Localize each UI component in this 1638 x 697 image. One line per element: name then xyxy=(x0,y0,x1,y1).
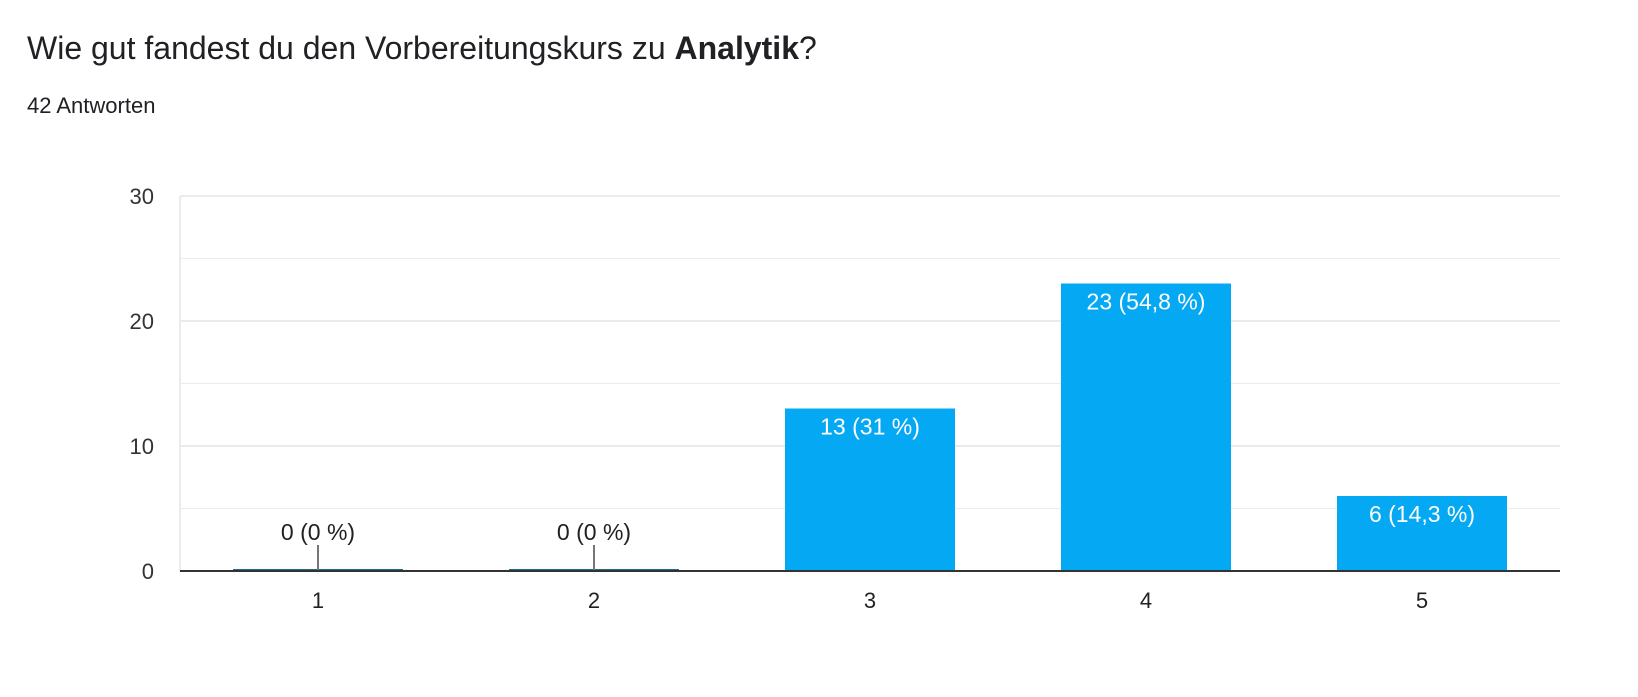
data-label-3: 13 (31 %) xyxy=(820,414,920,440)
response-count: 42 Antworten xyxy=(27,93,156,118)
data-label-4: 23 (54,8 %) xyxy=(1087,289,1206,315)
y-tick-label: 30 xyxy=(130,184,154,209)
x-tick-label-5: 5 xyxy=(1416,588,1428,613)
data-label-5: 6 (14,3 %) xyxy=(1369,501,1475,527)
bar-3 xyxy=(785,408,955,571)
x-tick-label-3: 3 xyxy=(864,588,876,613)
y-tick-label: 20 xyxy=(130,309,154,334)
x-tick-label-2: 2 xyxy=(588,588,600,613)
data-label-1: 0 (0 %) xyxy=(281,519,355,545)
question-title: Wie gut fandest du den Vorbereitungskurs… xyxy=(27,28,817,68)
y-tick-label: 0 xyxy=(142,559,154,584)
question-title-prefix: Wie gut fandest du den Vorbereitungskurs… xyxy=(27,30,675,66)
bar-4 xyxy=(1061,283,1231,571)
question-title-suffix: ? xyxy=(798,30,817,66)
x-tick-label-1: 1 xyxy=(312,588,324,613)
data-label-2: 0 (0 %) xyxy=(557,519,631,545)
x-tick-label-4: 4 xyxy=(1140,588,1152,613)
question-title-emphasis: Analytik xyxy=(674,30,799,66)
bar-5 xyxy=(1337,496,1507,571)
y-tick-label: 10 xyxy=(130,434,154,459)
